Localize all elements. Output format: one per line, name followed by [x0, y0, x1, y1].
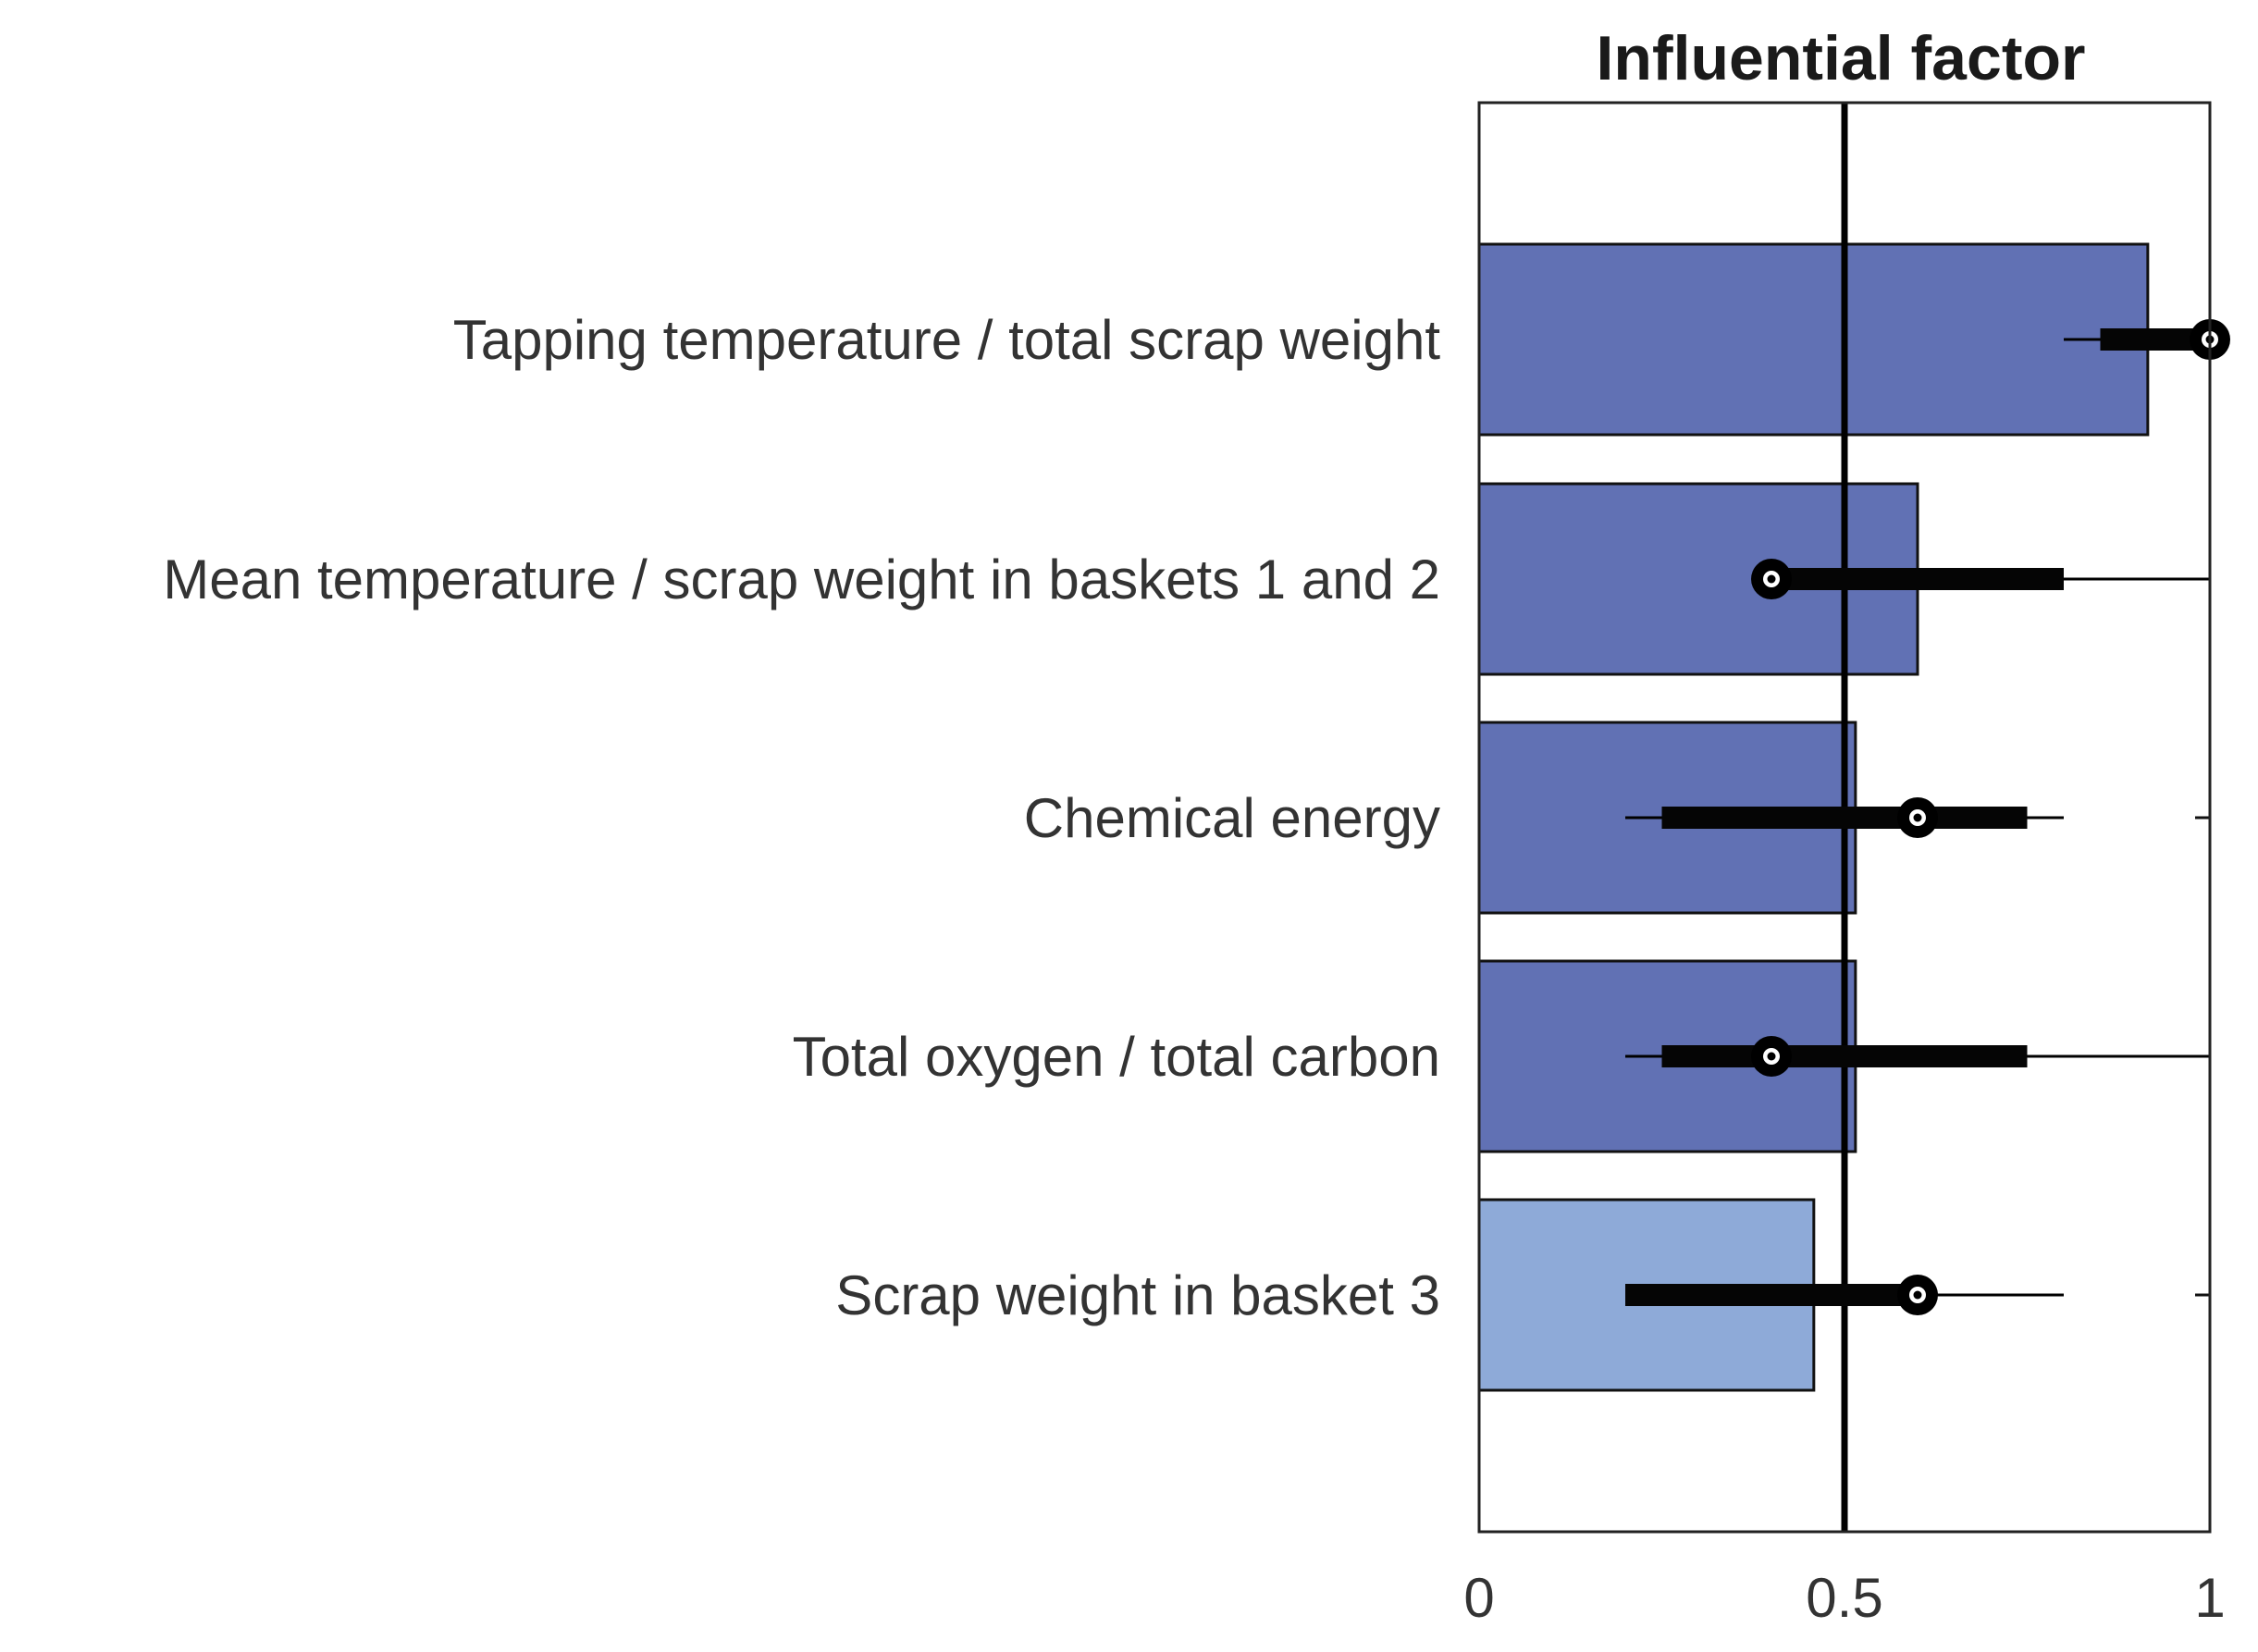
category-label-1: Tapping temperature / total scrap weight: [453, 309, 1441, 371]
category-label-2: Mean temperature / scrap weight in baske…: [163, 549, 1440, 610]
plot-frame: [1477, 101, 2212, 1534]
category-label-5: Scrap weight in basket 3: [835, 1264, 1440, 1326]
category-label-4: Total oxygen / total carbon: [793, 1026, 1440, 1088]
x-tick-label-1: 0: [1463, 1567, 1494, 1629]
point-marker-core-2: [1767, 574, 1776, 584]
intervals-layer: [1625, 319, 2230, 1315]
point-marker-core-4: [1767, 1052, 1776, 1061]
x-tick-label-2: 0.5: [1806, 1567, 1882, 1629]
point-marker-core-5: [1913, 1290, 1922, 1300]
category-labels-layer: Tapping temperature / total scrap weight…: [163, 309, 1440, 1326]
plot-frame-layer: [1477, 101, 2212, 1534]
category-label-3: Chemical energy: [1024, 787, 1440, 849]
bar-1: [1477, 242, 2150, 437]
chart-title: Influential factor: [1597, 23, 2086, 93]
point-marker-core-3: [1913, 813, 1922, 822]
x-tick-label-3: 1: [2194, 1567, 2225, 1629]
x-axis-ticks-layer: 0 0.5 1: [1463, 1567, 2225, 1629]
